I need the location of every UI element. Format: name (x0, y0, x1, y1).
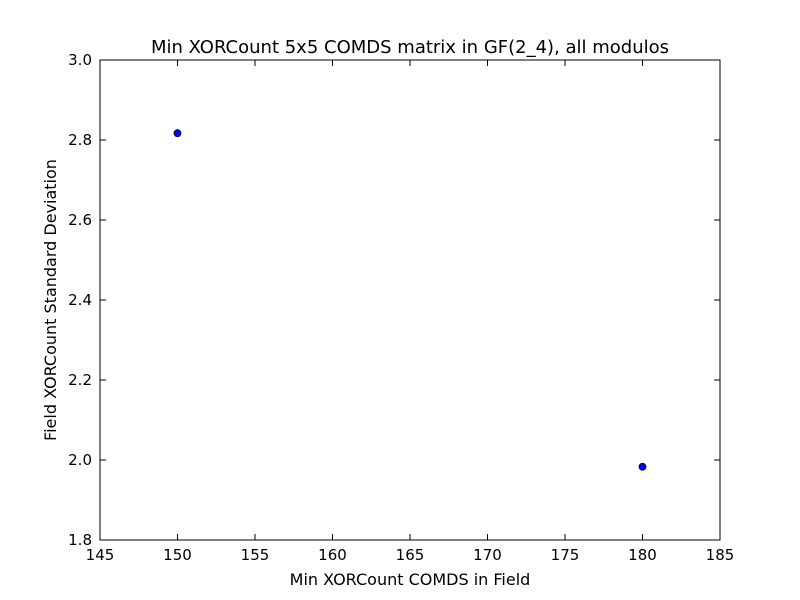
chart-title: Min XORCount 5x5 COMDS matrix in GF(2_4)… (151, 37, 669, 58)
x-tick-label: 185 (706, 546, 735, 564)
plot-area-frame (99, 59, 721, 541)
data-points (173, 129, 647, 471)
y-axis-label: Field XORCount Standard Deviation (41, 159, 60, 441)
x-axis-label: Min XORCount COMDS in Field (290, 570, 531, 589)
x-axis: 145 150 155 160 165 170 175 180 185 (86, 60, 735, 564)
y-tick-label: 2.2 (68, 371, 92, 389)
y-tick-label: 2.0 (68, 451, 92, 469)
y-tick-label: 2.6 (68, 211, 92, 229)
x-tick-label: 150 (163, 546, 192, 564)
x-tick-label: 145 (86, 546, 115, 564)
y-tick-label: 2.8 (68, 131, 92, 149)
x-tick-label: 175 (551, 546, 580, 564)
x-tick-label: 165 (396, 546, 425, 564)
x-tick-label: 170 (473, 546, 502, 564)
y-tick-label: 2.4 (68, 291, 92, 309)
x-tick-label: 155 (241, 546, 270, 564)
x-tick-label: 180 (628, 546, 657, 564)
y-axis: 1.8 2.0 2.2 2.4 2.6 2.8 3.0 (68, 51, 720, 549)
scatter-point (173, 129, 182, 138)
x-tick-label: 160 (318, 546, 347, 564)
y-tick-label: 3.0 (68, 51, 92, 69)
scatter-point (638, 462, 647, 471)
y-tick-label: 1.8 (68, 531, 92, 549)
